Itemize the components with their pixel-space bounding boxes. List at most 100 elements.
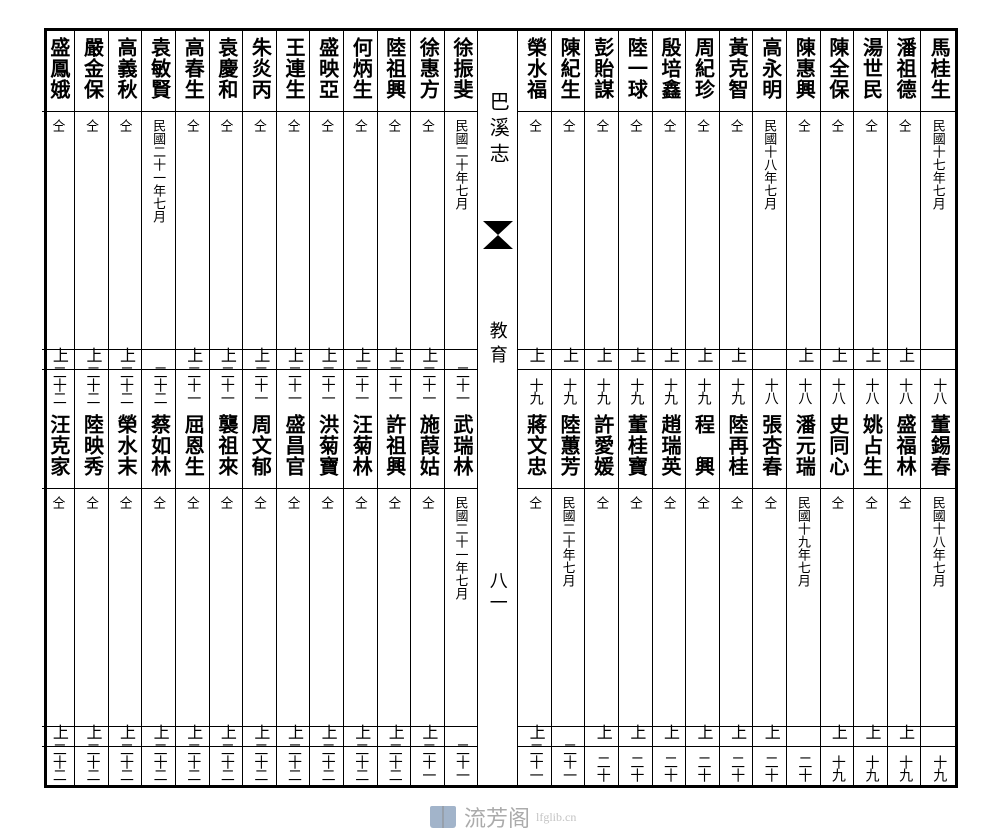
data-column: 高義秋仝上二十二榮水末仝上二十二 [109, 31, 143, 785]
entry-cell: 姚占生仝上十九 [854, 408, 887, 785]
shang-mark: 上 [386, 724, 402, 741]
entry-date: 仝 [898, 119, 911, 132]
person-name: 許愛媛 [592, 414, 612, 477]
entry-date: 仝 [387, 119, 400, 132]
shang-mark: 上 [863, 347, 879, 364]
data-column: 陳全保仝上十八史同心仝上十九 [821, 31, 855, 785]
shang-mark: 上 [627, 347, 643, 364]
entry-date: 仝 [864, 496, 877, 509]
entry-number: 十九 [595, 378, 609, 404]
entry-cell: 盛鳳娥仝上二十二 [42, 31, 75, 408]
entry-date: 仝 [864, 119, 877, 132]
entry-cell: 彭貽謀仝上十九 [585, 31, 618, 408]
entry-date: 仝 [696, 119, 709, 132]
entry-number: 二十一 [320, 365, 334, 404]
entry-date: 仝 [85, 119, 98, 132]
entry-date: 仝 [51, 119, 64, 132]
data-column: 何炳生仝上二十一汪菊林仝上二十二 [344, 31, 378, 785]
entry-number: 二十一 [219, 365, 233, 404]
entry-cell: 袁敏賢民國二十一年七月二十二 [142, 31, 175, 408]
entry-number: 十九 [528, 378, 542, 404]
entry-number: 二十一 [454, 742, 468, 781]
entry-cell: 徐振斐民國二十年七月二十一 [445, 31, 478, 408]
entry-date: 仝 [595, 119, 608, 132]
person-name: 袁敏賢 [149, 37, 169, 100]
entry-number: 二十 [628, 755, 642, 781]
entry-cell: 周文郁仝上二十二 [243, 408, 276, 785]
entry-cell: 陳惠興仝上十八 [787, 31, 820, 408]
person-name: 趙瑞英 [659, 414, 679, 477]
entry-cell: 榮水福仝上十九 [518, 31, 551, 408]
entry-date: 仝 [253, 119, 266, 132]
entry-cell: 陸蕙芳民國二十年七月二十一 [552, 408, 585, 785]
entry-number: 二十一 [185, 365, 199, 404]
entry-date: 仝 [421, 119, 434, 132]
person-name: 蔣文忠 [525, 414, 545, 477]
columns-container: 馬桂生民國十七年七月十八董錫春民國十八年七月十九潘祖德仝上十八盛福林仝上十九湯世… [47, 31, 955, 785]
entry-cell: 陸再桂仝上二十 [720, 408, 753, 785]
person-name: 徐振斐 [451, 37, 471, 100]
entry-date: 民國十七年七月 [932, 119, 945, 210]
entry-number: 二十一 [286, 365, 300, 404]
page-frame: 馬桂生民國十七年七月十八董錫春民國十八年七月十九潘祖德仝上十八盛福林仝上十九湯世… [44, 28, 958, 788]
shang-mark: 上 [594, 724, 610, 741]
entry-date: 仝 [320, 119, 333, 132]
entry-number: 十八 [897, 378, 911, 404]
entry-date: 仝 [528, 119, 541, 132]
spine-column: 巴溪志教育八一 [478, 31, 518, 785]
entry-number: 二十一 [420, 742, 434, 781]
entry-cell: 陸一球仝上十九 [619, 31, 652, 408]
data-column: 陳紀生仝上十九陸蕙芳民國二十年七月二十一 [552, 31, 586, 785]
person-name: 陳全保 [827, 37, 847, 100]
shang-mark: 上 [352, 724, 368, 741]
person-name: 陸蕙芳 [558, 414, 578, 477]
person-name: 潘祖德 [894, 37, 914, 100]
entry-cell: 潘祖德仝上十八 [888, 31, 921, 408]
data-column: 馬桂生民國十七年七月十八董錫春民國十八年七月十九 [921, 31, 955, 785]
shang-mark: 上 [728, 724, 744, 741]
entry-number: 二十二 [51, 365, 65, 404]
person-name: 襲祖來 [216, 414, 236, 477]
data-column: 潘祖德仝上十八盛福林仝上十九 [888, 31, 922, 785]
person-name: 程 興 [693, 414, 713, 477]
watermark-sub: lfglib.cn [536, 810, 576, 825]
person-name: 周紀珍 [693, 37, 713, 100]
entry-number: 二十 [729, 755, 743, 781]
entry-cell: 黃克智仝上十九 [720, 31, 753, 408]
entry-cell: 朱炎丙仝上二十一 [243, 31, 276, 408]
data-column: 徐惠方仝上二十一施葭姑仝上二十一 [411, 31, 445, 785]
entry-cell: 高義秋仝上二十二 [109, 31, 142, 408]
entry-number: 二十 [763, 755, 777, 781]
entry-cell: 程 興仝上二十 [686, 408, 719, 785]
entry-date: 仝 [387, 496, 400, 509]
person-name: 周文郁 [249, 414, 269, 477]
entry-date: 仝 [186, 496, 199, 509]
entry-cell: 殷培鑫仝上十九 [653, 31, 686, 408]
entry-cell: 洪菊寶仝上二十二 [310, 408, 343, 785]
person-name: 陳紀生 [558, 37, 578, 100]
entry-number: 二十二 [118, 742, 132, 781]
entry-date: 仝 [898, 496, 911, 509]
entry-number: 二十二 [353, 742, 367, 781]
person-name: 汪克家 [48, 414, 68, 477]
entry-number: 十八 [763, 378, 777, 404]
entry-cell: 榮水末仝上二十二 [109, 408, 142, 785]
shang-mark: 上 [251, 724, 267, 741]
shang-mark: 上 [661, 347, 677, 364]
entry-number: 十九 [729, 378, 743, 404]
entry-number: 二十二 [84, 742, 98, 781]
entry-date: 仝 [85, 496, 98, 509]
entry-date: 仝 [253, 496, 266, 509]
shang-mark: 上 [386, 347, 402, 364]
entry-cell: 陸映秀仝上二十二 [75, 408, 108, 785]
entry-date: 仝 [354, 496, 367, 509]
shang-mark: 上 [117, 347, 133, 364]
shang-mark: 上 [83, 347, 99, 364]
shang-mark: 上 [184, 347, 200, 364]
shang-mark: 上 [218, 724, 234, 741]
entry-number: 十九 [561, 378, 575, 404]
entry-number: 二十二 [152, 742, 166, 781]
data-column: 高永明民國十八年七月十八張杏春仝上二十 [753, 31, 787, 785]
entry-number: 二十二 [152, 365, 166, 404]
entry-date: 仝 [421, 496, 434, 509]
